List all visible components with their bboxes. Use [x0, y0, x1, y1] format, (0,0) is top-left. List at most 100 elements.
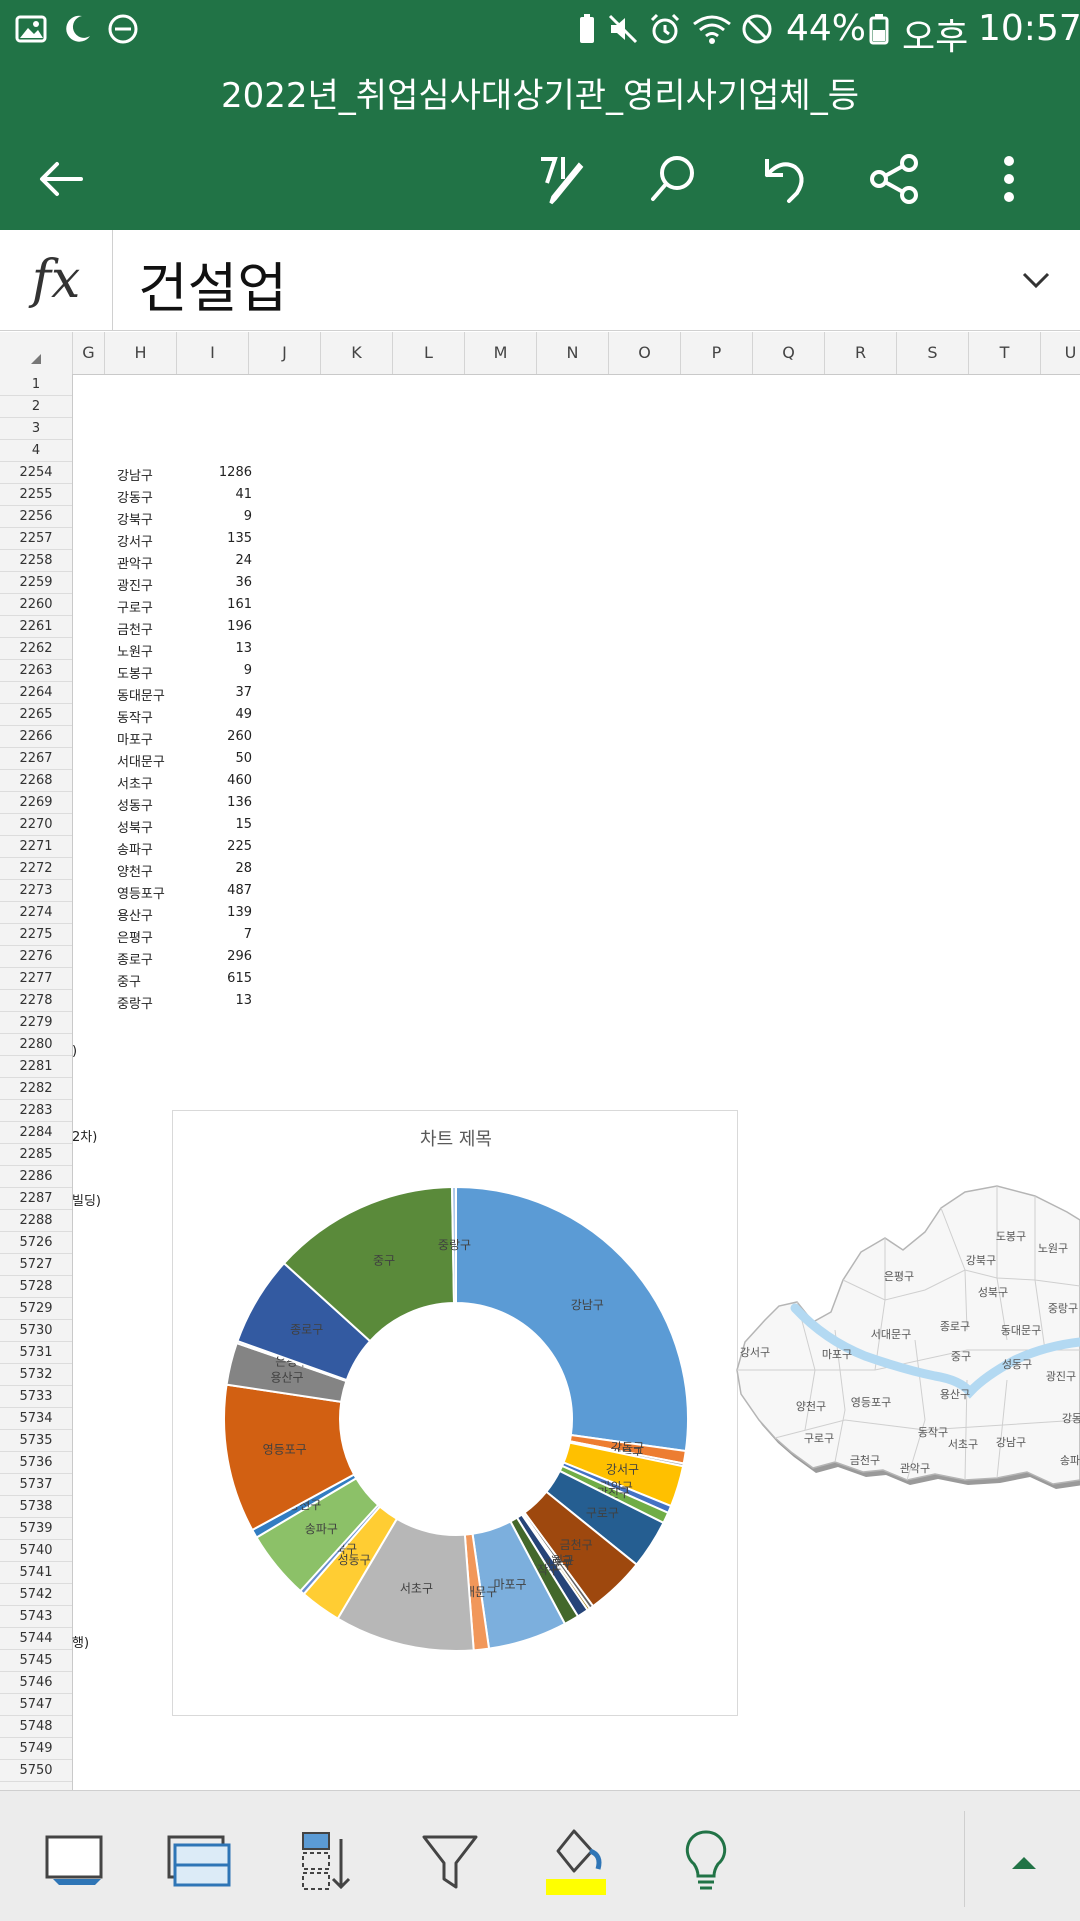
row-header[interactable]: 5746 — [0, 1672, 72, 1694]
row-header[interactable]: 2286 — [0, 1166, 72, 1188]
row-header[interactable]: 5740 — [0, 1540, 72, 1562]
column-header-G[interactable]: G — [72, 332, 104, 374]
donut-slice-강남구[interactable] — [455, 1185, 689, 1453]
row-header[interactable]: 2282 — [0, 1078, 72, 1100]
cell-district[interactable]: 강서구 — [117, 535, 153, 550]
cell-district[interactable]: 도봉구 — [117, 667, 153, 682]
cell-count[interactable]: 136 — [227, 795, 252, 810]
row-header[interactable]: 5748 — [0, 1716, 72, 1738]
row-header[interactable]: 5750 — [0, 1760, 72, 1782]
formula-input[interactable]: 건설업 — [138, 257, 288, 320]
undo-button[interactable] — [748, 144, 818, 214]
row-header[interactable]: 2284 — [0, 1122, 72, 1144]
back-button[interactable] — [26, 144, 96, 214]
cell-district[interactable]: 금천구 — [117, 623, 153, 638]
cell-district[interactable]: 서초구 — [117, 777, 153, 792]
row-header[interactable]: 5739 — [0, 1518, 72, 1540]
column-header-R[interactable]: R — [824, 332, 896, 374]
row-header[interactable]: 2275 — [0, 924, 72, 946]
cell-district[interactable]: 성북구 — [117, 821, 153, 836]
filter-button[interactable] — [410, 1821, 490, 1901]
cell-count[interactable]: 13 — [235, 641, 252, 656]
row-header[interactable]: 2285 — [0, 1144, 72, 1166]
row-header[interactable]: 4 — [0, 440, 72, 462]
cell-count[interactable]: 36 — [235, 575, 252, 590]
cell-district[interactable]: 용산구 — [117, 909, 153, 924]
column-header-I[interactable]: I — [176, 332, 248, 374]
select-all-corner[interactable] — [0, 332, 72, 374]
cell-district[interactable]: 중랑구 — [117, 997, 153, 1012]
cell-count[interactable]: 41 — [235, 487, 252, 502]
cell-district[interactable]: 서대문구 — [117, 755, 165, 770]
cell-district[interactable]: 강동구 — [117, 491, 153, 506]
row-header[interactable]: 5736 — [0, 1452, 72, 1474]
row-header[interactable]: 2280 — [0, 1034, 72, 1056]
clipped-cell[interactable]: 2차) — [72, 1130, 98, 1145]
cell-district[interactable]: 종로구 — [117, 953, 153, 968]
row-header[interactable]: 2283 — [0, 1100, 72, 1122]
row-header[interactable]: 5731 — [0, 1342, 72, 1364]
cell-district[interactable]: 양천구 — [117, 865, 153, 880]
cell-count[interactable]: 260 — [227, 729, 252, 744]
row-header[interactable]: 5744 — [0, 1628, 72, 1650]
cell-district[interactable]: 중구 — [117, 975, 141, 990]
column-header-M[interactable]: M — [464, 332, 536, 374]
row-header[interactable]: 2270 — [0, 814, 72, 836]
cell-count[interactable]: 135 — [227, 531, 252, 546]
row-header[interactable]: 2 — [0, 396, 72, 418]
row-header[interactable]: 5749 — [0, 1738, 72, 1760]
donut-slice-중랑구[interactable] — [450, 1185, 457, 1305]
cell-count[interactable]: 487 — [227, 883, 252, 898]
row-header[interactable]: 2277 — [0, 968, 72, 990]
clipped-cell[interactable]: 행) — [72, 1636, 90, 1651]
cell-district[interactable]: 관악구 — [117, 557, 153, 572]
search-button[interactable] — [638, 144, 708, 214]
row-header[interactable]: 1 — [0, 374, 72, 396]
cell-count[interactable]: 460 — [227, 773, 252, 788]
cell-count[interactable]: 161 — [227, 597, 252, 612]
row-header[interactable]: 5732 — [0, 1364, 72, 1386]
row-header[interactable]: 5747 — [0, 1694, 72, 1716]
row-header[interactable]: 2257 — [0, 528, 72, 550]
row-header[interactable]: 5738 — [0, 1496, 72, 1518]
more-options-button[interactable] — [974, 144, 1044, 214]
column-header-J[interactable]: J — [248, 332, 320, 374]
column-header-N[interactable]: N — [536, 332, 608, 374]
row-header[interactable]: 5745 — [0, 1650, 72, 1672]
column-header-S[interactable]: S — [896, 332, 968, 374]
row-header[interactable]: 2265 — [0, 704, 72, 726]
row-header[interactable]: 2256 — [0, 506, 72, 528]
cell-district[interactable]: 강북구 — [117, 513, 153, 528]
row-header[interactable]: 3 — [0, 418, 72, 440]
cell-count[interactable]: 1286 — [218, 465, 252, 480]
cell-count[interactable]: 9 — [243, 509, 252, 524]
row-header[interactable]: 5735 — [0, 1430, 72, 1452]
column-header-T[interactable]: T — [968, 332, 1040, 374]
cell-count[interactable]: 9 — [243, 663, 252, 678]
row-header[interactable]: 2260 — [0, 594, 72, 616]
tell-me-button[interactable] — [666, 1821, 746, 1901]
row-header[interactable]: 2259 — [0, 572, 72, 594]
chevron-down-icon[interactable] — [1014, 258, 1058, 302]
cell-district[interactable]: 마포구 — [117, 733, 153, 748]
seoul-district-map[interactable]: 도봉구 노원구 강북구 은평구 성북구 중랑구 종로구 동대문구 서대문구 마포구 중구 성동구 광진구… — [735, 1180, 1080, 1535]
row-header[interactable]: 2271 — [0, 836, 72, 858]
row-header[interactable]: 5728 — [0, 1276, 72, 1298]
clipped-cell[interactable]: 빌딩) — [72, 1194, 101, 1209]
row-header[interactable]: 2267 — [0, 748, 72, 770]
column-header-K[interactable]: K — [320, 332, 392, 374]
cell-district[interactable]: 은평구 — [117, 931, 153, 946]
cell-style-button[interactable] — [34, 1821, 114, 1901]
column-header-H[interactable]: H — [104, 332, 176, 374]
row-header[interactable]: 5734 — [0, 1408, 72, 1430]
row-header[interactable]: 2266 — [0, 726, 72, 748]
row-header[interactable]: 5742 — [0, 1584, 72, 1606]
cell-count[interactable]: 139 — [227, 905, 252, 920]
row-header[interactable]: 5733 — [0, 1386, 72, 1408]
row-header[interactable]: 5741 — [0, 1562, 72, 1584]
sheet-grid[interactable]: 강남구 1286 강동구 41 강북구 9 강서구 135 관악구 24 광진구 36 구로구 161 금천… — [72, 374, 1080, 1790]
cell-district[interactable]: 노원구 — [117, 645, 153, 660]
row-header[interactable]: 5730 — [0, 1320, 72, 1342]
cell-count[interactable]: 196 — [227, 619, 252, 634]
row-header[interactable]: 2274 — [0, 902, 72, 924]
